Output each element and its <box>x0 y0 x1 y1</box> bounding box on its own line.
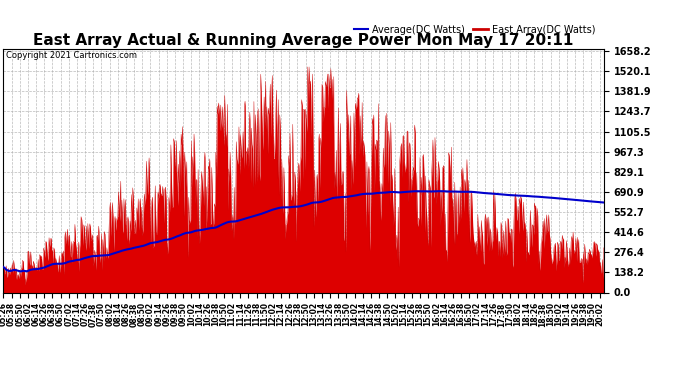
Legend: Average(DC Watts), East Array(DC Watts): Average(DC Watts), East Array(DC Watts) <box>350 21 599 39</box>
Title: East Array Actual & Running Average Power Mon May 17 20:11: East Array Actual & Running Average Powe… <box>33 33 574 48</box>
Text: Copyright 2021 Cartronics.com: Copyright 2021 Cartronics.com <box>6 51 137 60</box>
